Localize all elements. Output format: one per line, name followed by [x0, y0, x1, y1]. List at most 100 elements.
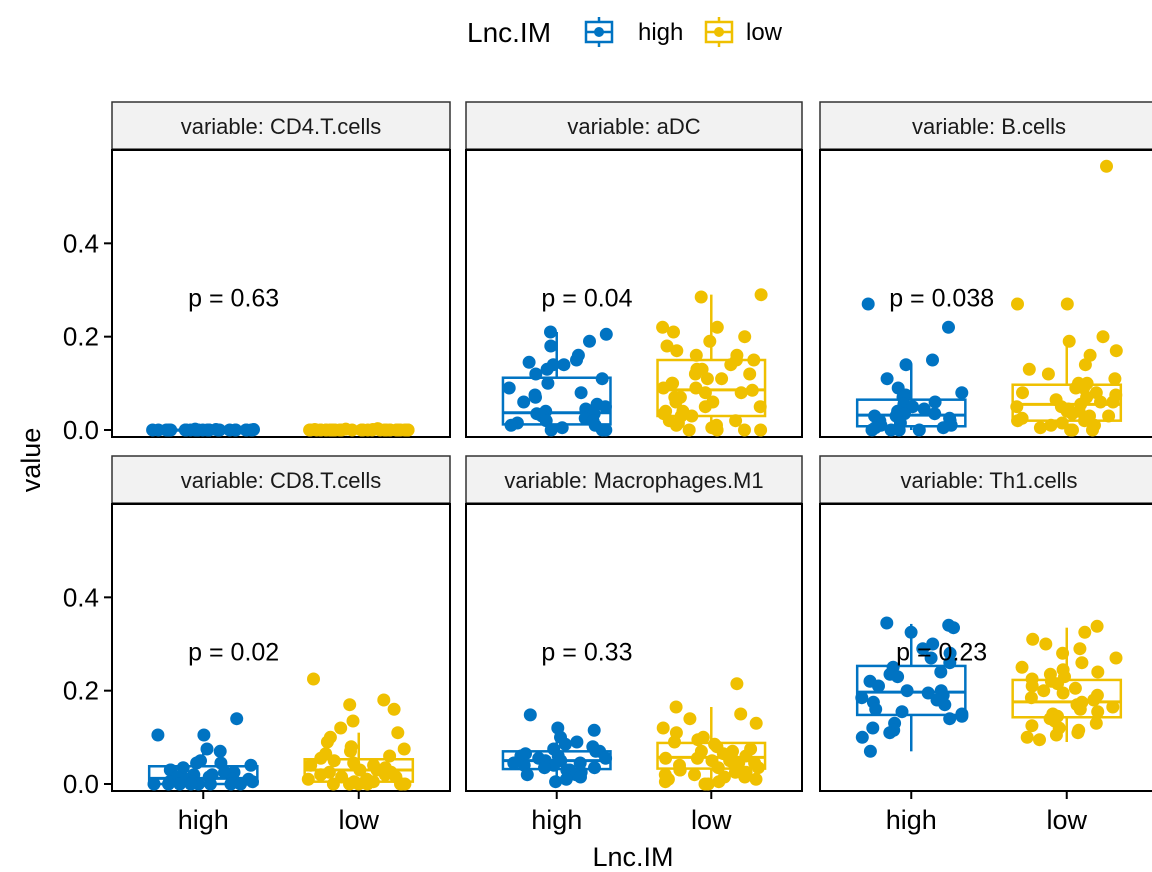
data-point — [333, 423, 347, 437]
data-point — [529, 390, 542, 404]
data-point — [936, 421, 950, 435]
data-point — [753, 400, 767, 414]
facet-strip-label: variable: B.cells — [912, 114, 1066, 139]
data-point — [928, 395, 942, 409]
facet-strip-label: variable: aDC — [567, 114, 700, 139]
data-point — [307, 672, 320, 686]
data-point — [320, 735, 334, 749]
data-point — [1015, 660, 1029, 674]
data-point — [343, 777, 356, 791]
facet-panel: variable: Macrophages.M1 p = 0.33 high low — [465, 455, 803, 835]
data-point — [869, 702, 883, 716]
data-point — [1065, 407, 1079, 421]
data-point — [162, 423, 176, 437]
data-point — [921, 686, 935, 700]
data-point — [1039, 637, 1053, 651]
data-point — [943, 712, 957, 726]
x-tick-label: low — [338, 805, 379, 835]
data-point — [176, 761, 190, 775]
data-point — [749, 772, 763, 786]
data-point — [583, 334, 596, 348]
data-point — [1025, 719, 1039, 733]
data-point — [701, 777, 715, 791]
data-point — [184, 777, 198, 791]
data-point — [659, 751, 673, 765]
data-point — [883, 726, 897, 740]
box-group-high — [146, 422, 260, 437]
data-point — [520, 768, 534, 782]
data-point — [738, 330, 752, 344]
data-point — [574, 386, 588, 400]
data-point — [224, 777, 238, 791]
data-point — [1049, 728, 1063, 742]
data-point — [738, 770, 752, 784]
facet-strip — [819, 455, 1152, 505]
data-point — [504, 418, 518, 432]
data-point — [570, 735, 584, 749]
data-point — [754, 288, 768, 302]
data-point — [540, 362, 554, 376]
data-point — [151, 728, 165, 742]
data-point — [352, 777, 366, 791]
facet-panel: variable: CD8.T.cells p = 0.02 0.0 0.2 0.4 hi… — [63, 455, 451, 835]
data-point — [379, 423, 392, 437]
data-point — [685, 409, 699, 423]
data-point — [891, 670, 905, 684]
y-tick-label: 0.0 — [63, 769, 99, 799]
data-point — [587, 723, 601, 737]
data-point — [246, 775, 259, 789]
data-point — [1073, 642, 1087, 656]
data-point — [734, 386, 748, 400]
data-point — [710, 423, 724, 437]
data-point — [234, 777, 247, 791]
data-point — [1056, 646, 1070, 660]
box-group-high — [855, 297, 969, 437]
data-point — [683, 712, 697, 726]
box — [855, 664, 967, 717]
facet-strip — [819, 101, 1152, 151]
data-point — [378, 768, 392, 782]
box-group-low — [301, 672, 415, 791]
data-point — [559, 772, 573, 786]
box-group-low — [656, 677, 767, 791]
data-point — [743, 367, 757, 381]
facet-panel: variable: CD4.T.cells p = 0.63 0.0 0.2 0.4 — [63, 101, 451, 445]
p-value-label: p = 0.23 — [896, 638, 987, 666]
data-point — [1062, 334, 1076, 348]
y-tick-label: 0.2 — [63, 322, 99, 352]
legend-label-low: low — [746, 19, 783, 46]
panel-frame — [111, 149, 451, 438]
data-point — [343, 698, 357, 712]
data-point — [917, 402, 931, 416]
data-point — [301, 772, 315, 786]
data-point — [1022, 362, 1036, 376]
facet-strip-label: variable: Th1.cells — [901, 468, 1078, 493]
data-point — [924, 651, 938, 665]
data-point — [314, 768, 328, 782]
data-point — [738, 423, 751, 437]
facet-strip-label: variable: CD8.T.cells — [181, 468, 382, 493]
facet-panel: variable: Th1.cells p = 0.23 high low — [819, 455, 1152, 835]
y-tick-label: 0.2 — [63, 676, 99, 706]
data-point — [1060, 297, 1074, 311]
data-point — [745, 383, 759, 397]
data-point — [943, 656, 957, 670]
x-tick-label: high — [886, 805, 937, 835]
data-point — [1064, 423, 1078, 437]
data-point — [394, 777, 407, 791]
data-point — [1109, 344, 1123, 358]
data-point — [730, 677, 744, 691]
data-point — [213, 744, 227, 758]
data-point — [1068, 681, 1082, 695]
data-point — [895, 705, 909, 719]
p-value-label: p = 0.04 — [541, 284, 632, 312]
data-point — [749, 716, 763, 730]
legend-key-point — [594, 27, 604, 37]
data-point — [1026, 632, 1040, 646]
data-point — [670, 344, 684, 358]
box-group-high — [147, 712, 259, 791]
data-point — [377, 693, 391, 707]
data-point — [689, 348, 703, 362]
data-point — [865, 423, 879, 437]
